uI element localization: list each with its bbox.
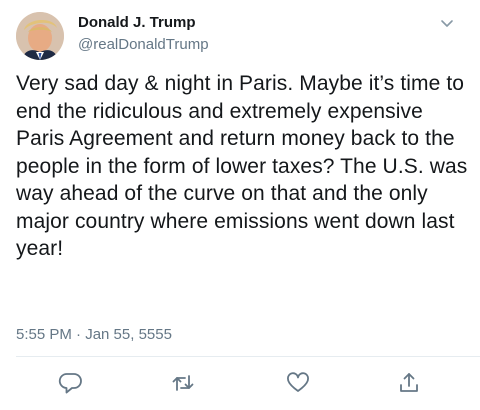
- tweet-text: Very sad day & night in Paris. Maybe it’…: [16, 72, 468, 260]
- like-icon[interactable]: [285, 370, 311, 396]
- retweet-icon[interactable]: [170, 370, 196, 396]
- reply-icon[interactable]: [58, 370, 84, 396]
- user-handle[interactable]: @realDonaldTrump: [78, 36, 209, 53]
- avatar[interactable]: [16, 12, 64, 60]
- tweet-timestamp[interactable]: 5:55 PM · Jan 55, 5555: [16, 326, 172, 343]
- avatar-image: [16, 12, 64, 60]
- share-icon[interactable]: [396, 370, 422, 396]
- chevron-down-icon[interactable]: [440, 16, 454, 27]
- display-name[interactable]: Donald J. Trump: [78, 14, 196, 31]
- divider: [16, 356, 480, 357]
- action-bar: [0, 370, 480, 400]
